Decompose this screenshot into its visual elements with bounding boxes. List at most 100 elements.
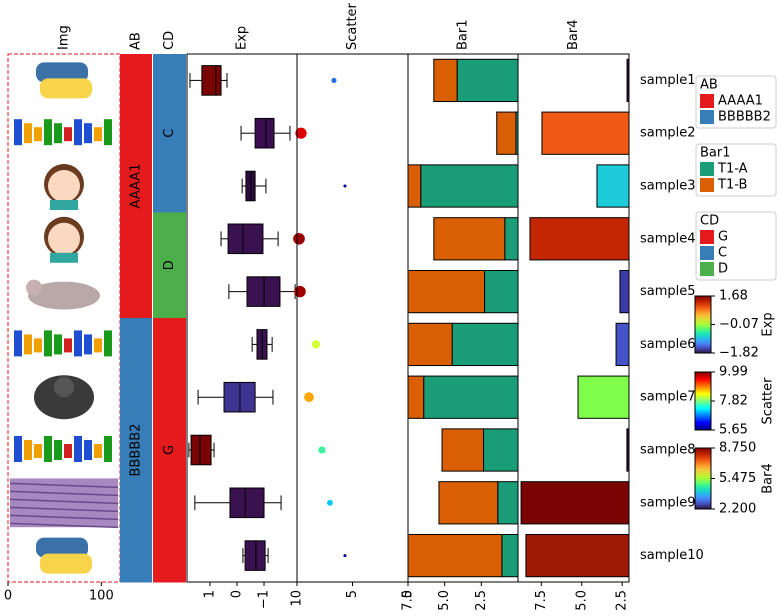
column-title: Bar4: [566, 19, 581, 50]
row-label: sample7: [640, 390, 696, 405]
image: [24, 123, 32, 144]
legend-frame: [695, 75, 777, 129]
row-label: sample5: [640, 284, 696, 299]
x-tick-label: 0: [4, 589, 12, 604]
image: [40, 553, 92, 574]
image: [84, 123, 92, 144]
x-tick-label: 5.0: [574, 590, 589, 611]
x-tick-label: 0: [230, 590, 245, 598]
legend-swatch: [700, 178, 714, 192]
row-label: sample10: [640, 548, 704, 563]
x-tick-label: 7.5: [534, 590, 549, 611]
legend-swatch: [700, 94, 714, 108]
image: [94, 338, 102, 353]
bar-segment: [456, 58, 518, 103]
row-label: sample4: [640, 231, 696, 246]
legend-label[interactable]: T1-B: [717, 178, 747, 193]
image: [74, 119, 82, 146]
image: [54, 123, 62, 144]
x-tick-label: 1: [202, 590, 217, 598]
bar-segment: [408, 269, 486, 314]
image: [84, 440, 92, 460]
box: [246, 276, 281, 307]
bar: [577, 375, 630, 419]
annotation-cell: [120, 159, 152, 213]
bar-segment: [408, 164, 422, 208]
bar-segment: [497, 481, 518, 525]
legend-label[interactable]: D: [718, 262, 728, 277]
legend-label[interactable]: G: [718, 230, 728, 245]
annotation-cell: [153, 529, 186, 583]
box: [190, 434, 212, 466]
image: [48, 170, 80, 202]
row-label: sample1: [640, 73, 696, 88]
legend-label[interactable]: T1-A: [717, 162, 748, 177]
row-label: sample3: [640, 179, 696, 194]
panel-frame: [517, 53, 630, 583]
image: [26, 279, 42, 296]
colorbar-tick-label: 8.750: [719, 441, 756, 456]
box: [227, 223, 264, 255]
bar-segment: [420, 164, 518, 208]
legend-swatch: [700, 110, 714, 124]
image: [34, 338, 42, 353]
colorbar: [694, 371, 712, 431]
legend-label[interactable]: C: [718, 246, 727, 261]
scatter-point: [295, 127, 307, 139]
x-tick-label: 2.5: [474, 590, 489, 611]
bar-segment: [433, 58, 458, 103]
image: [14, 119, 22, 146]
row-label: sample9: [640, 495, 696, 510]
bar: [541, 111, 630, 155]
bars: [408, 58, 518, 578]
legend-label[interactable]: AAAA1: [718, 94, 763, 109]
annotation-label: AAAA1: [129, 164, 144, 209]
colorbar-tick-label: 9.99: [719, 365, 748, 380]
annotation-cell: [153, 106, 186, 161]
annotation-cell: [120, 318, 152, 372]
bar-segment: [504, 217, 518, 261]
bar: [596, 164, 630, 208]
bar-segment: [451, 322, 518, 367]
box: [245, 170, 256, 202]
image: [84, 334, 92, 355]
annotation-cell: [153, 212, 186, 266]
image: [64, 338, 72, 353]
row-label: sample6: [640, 337, 696, 352]
image: [44, 436, 52, 462]
image: [94, 127, 102, 142]
image: [50, 252, 78, 263]
bar-segment: [484, 269, 518, 314]
legend-frame: [695, 143, 777, 197]
colorbar: [694, 295, 712, 354]
colorbar-title: Exp: [761, 312, 776, 336]
x-tick-label: 2.5: [615, 590, 630, 611]
image: [54, 334, 62, 355]
box: [229, 487, 265, 519]
bar-segment: [423, 375, 518, 419]
annotation-cell: [153, 159, 186, 213]
bar-segment: [408, 322, 453, 367]
image: [50, 200, 78, 210]
bar-segment: [501, 533, 518, 578]
image: [9, 490, 119, 497]
annotation-cell: [153, 423, 186, 477]
colorbar-title: Bar4: [761, 463, 776, 494]
bar: [619, 269, 630, 314]
column-title: AB: [129, 32, 144, 50]
image: [104, 119, 112, 146]
colorbar-tick-label: 2.200: [719, 502, 756, 517]
x-tick-label: −1: [257, 590, 272, 609]
image: [40, 78, 92, 99]
legend-swatch: [700, 246, 714, 260]
annotation-cell: [120, 423, 152, 477]
column-title: Bar1: [456, 19, 471, 50]
annotation-cell: [120, 476, 152, 530]
image: [9, 514, 119, 521]
bar-segment: [408, 375, 425, 419]
legend-label[interactable]: BBBBB2: [718, 110, 771, 125]
annotation-cell: [120, 106, 152, 161]
image: [9, 482, 119, 489]
legend-swatch: [700, 162, 714, 176]
